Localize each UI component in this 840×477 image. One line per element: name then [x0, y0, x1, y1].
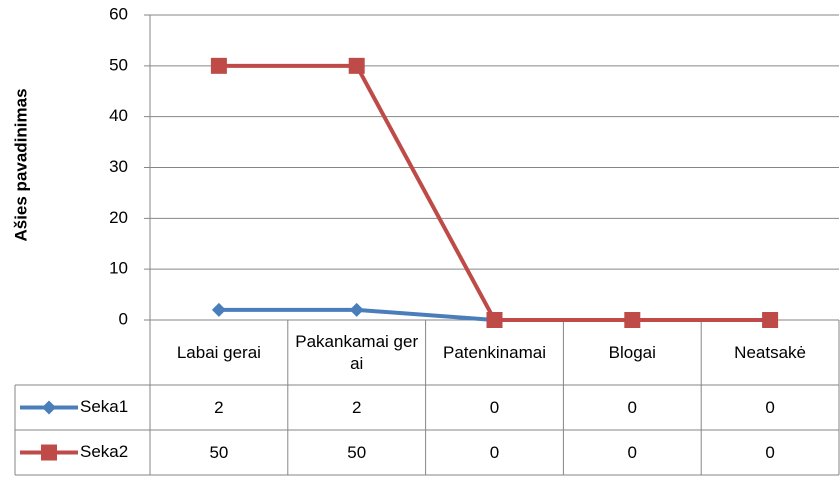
table-cell: Patenkinamai [442, 342, 546, 362]
cell-text: 50 [209, 442, 229, 462]
cell-text: 0 [627, 442, 638, 462]
cell-text: Neatsakė [734, 342, 806, 362]
legend-key-marker [42, 400, 56, 415]
data-point [486, 312, 503, 328]
table-cell: 0 [627, 397, 638, 417]
y-tick-label: 20 [109, 208, 128, 227]
data-point [210, 57, 227, 74]
y-tick-label: 0 [119, 309, 128, 328]
cell-text: 0 [627, 397, 638, 417]
data-point [624, 312, 641, 328]
cell-text: 2 [351, 397, 362, 417]
y-tick-label: 30 [109, 157, 128, 176]
cell-text: Labai gerai [176, 342, 261, 362]
table-cell: 0 [627, 442, 638, 462]
cell-text: 2 [214, 397, 224, 417]
y-tick-label: 50 [109, 55, 128, 74]
table-cell: 0 [489, 442, 500, 462]
table-cell: 2 [351, 397, 362, 417]
y-tick-label: 10 [109, 259, 128, 278]
cell-text: 0 [765, 442, 775, 462]
cell-text: 0 [765, 397, 775, 417]
y-tick-label: 60 [109, 4, 128, 23]
y-tick-label: 40 [109, 106, 128, 125]
table-cell: Blogai [608, 342, 656, 362]
legend-label: Seka1 [80, 397, 128, 416]
data-point [762, 312, 779, 328]
table-cell: 0 [765, 442, 775, 462]
table-cell: Labai gerai [176, 342, 261, 362]
y-axis-title: Ašies pavadinimas [11, 88, 30, 241]
series-line [218, 63, 771, 322]
legend-key-marker [41, 444, 57, 461]
cell-text: Blogai [608, 342, 656, 362]
legend-label: Seka2 [80, 442, 128, 461]
table-cell: 0 [489, 397, 500, 417]
data-point [211, 302, 226, 317]
table-cell: 0 [765, 397, 775, 417]
data-point [348, 57, 365, 74]
table-cell: 2 [214, 397, 224, 417]
table-cell: Pakankamai gerai [295, 331, 419, 373]
table-cell: 50 [209, 442, 229, 462]
cell-text: 0 [489, 397, 500, 417]
cell-text: Pakankamai gerai [295, 331, 419, 373]
table-cell: 50 [347, 442, 367, 462]
table-cell: Neatsakė [734, 342, 806, 362]
cell-text: Patenkinamai [442, 342, 546, 362]
cell-text: 50 [347, 442, 367, 462]
data-point [349, 302, 364, 317]
cell-text: 0 [489, 442, 500, 462]
